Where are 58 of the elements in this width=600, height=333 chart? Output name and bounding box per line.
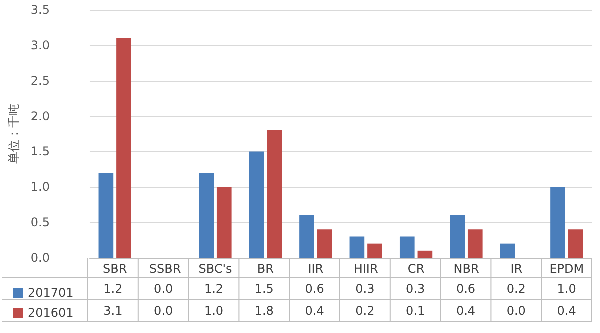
x-tick-label: BR xyxy=(257,262,274,276)
y-tick-label: 2.5 xyxy=(30,74,50,88)
bar xyxy=(249,152,264,258)
y-tick-label: 1.0 xyxy=(30,180,50,194)
data-label: 0.0 xyxy=(506,304,526,318)
data-label: 0.4 xyxy=(305,304,324,318)
data-label: 0.4 xyxy=(557,304,576,318)
data-label: 0.0 xyxy=(154,282,174,296)
x-tick-label: HIIR xyxy=(354,262,378,276)
bar xyxy=(350,236,365,258)
bar xyxy=(368,244,382,258)
data-label: 0.6 xyxy=(305,282,324,296)
data-label: 0.2 xyxy=(506,282,526,296)
data-label: 0.1 xyxy=(406,304,426,318)
bar xyxy=(300,215,314,258)
data-label: 0.0 xyxy=(154,304,174,318)
bar xyxy=(468,230,483,258)
data-label: 0.6 xyxy=(456,282,476,296)
y-tick-label: 1.5 xyxy=(30,144,50,159)
data-label: 1.5 xyxy=(254,282,274,296)
bar xyxy=(199,172,214,258)
data-label: 1.8 xyxy=(254,304,274,318)
bar xyxy=(450,215,466,258)
bar xyxy=(116,38,132,258)
x-tick-label: SBC's xyxy=(198,262,232,276)
legend-label: 201601 xyxy=(28,306,74,320)
data-label: 1.2 xyxy=(204,282,224,296)
data-label: 1.2 xyxy=(104,282,123,296)
data-label: 3.1 xyxy=(104,304,123,318)
x-tick-label: NBR xyxy=(454,262,480,276)
x-tick-label: SSBR xyxy=(149,262,182,276)
bar xyxy=(418,250,433,258)
y-tick-label: 3.5 xyxy=(30,3,50,17)
data-label: 0.4 xyxy=(456,304,476,318)
legend-label: 201701 xyxy=(28,286,74,300)
x-tick-label: IIR xyxy=(308,262,324,276)
bar xyxy=(400,236,415,258)
data-label: 0.2 xyxy=(356,304,375,318)
data-label: 1.0 xyxy=(557,282,576,296)
x-tick-label: CR xyxy=(408,262,425,276)
y-tick-label: 3.0 xyxy=(30,38,50,52)
x-tick-label: IR xyxy=(510,262,523,276)
bar xyxy=(216,187,232,258)
bar xyxy=(267,130,282,258)
bar xyxy=(568,230,584,258)
y-axis-title: 单位：千吨 xyxy=(7,104,21,164)
bar xyxy=(550,187,566,258)
y-tick-label: 2.0 xyxy=(30,109,50,124)
y-tick-label: 0.0 xyxy=(30,251,50,265)
y-tick-label: 0.5 xyxy=(30,216,50,230)
data-label: 0.3 xyxy=(406,282,426,296)
bar xyxy=(98,172,114,258)
x-tick-label: SBR xyxy=(102,262,128,276)
bar xyxy=(500,244,516,258)
x-tick-label: EPDM xyxy=(550,262,584,276)
data-label: 1.0 xyxy=(204,304,224,318)
bar xyxy=(317,230,332,258)
data-label: 0.3 xyxy=(356,282,375,296)
